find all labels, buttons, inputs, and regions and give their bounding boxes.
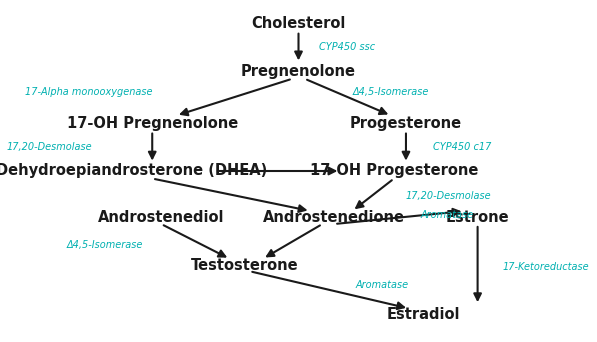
Text: Δ4,5-Isomerase: Δ4,5-Isomerase xyxy=(67,239,143,250)
Text: Estrone: Estrone xyxy=(446,210,509,225)
Text: 17,20-Desmolase: 17,20-Desmolase xyxy=(406,190,491,201)
Text: Δ4,5-Isomerase: Δ4,5-Isomerase xyxy=(352,87,429,97)
Text: Aromatase: Aromatase xyxy=(421,210,474,220)
Text: Androstenedione: Androstenedione xyxy=(263,210,405,225)
Text: Cholesterol: Cholesterol xyxy=(251,16,346,31)
Text: Dehydroepiandrosterone (DHEA): Dehydroepiandrosterone (DHEA) xyxy=(0,163,267,179)
Text: Pregnenolone: Pregnenolone xyxy=(241,64,356,79)
Text: CYP450 c17: CYP450 c17 xyxy=(433,142,491,152)
Text: Aromatase: Aromatase xyxy=(355,279,408,290)
Text: 17-Alpha monooxygenase: 17-Alpha monooxygenase xyxy=(24,87,152,97)
Text: 17-OH Pregnenolone: 17-OH Pregnenolone xyxy=(67,116,238,131)
Text: 17,20-Desmolase: 17,20-Desmolase xyxy=(7,142,93,152)
Text: Estradiol: Estradiol xyxy=(387,307,461,322)
Text: CYP450 ssc: CYP450 ssc xyxy=(319,42,376,52)
Text: Androstenediol: Androstenediol xyxy=(98,210,224,225)
Text: Testosterone: Testosterone xyxy=(191,258,298,273)
Text: 17-OH Progesterone: 17-OH Progesterone xyxy=(310,163,478,179)
Text: 17-Ketoreductase: 17-Ketoreductase xyxy=(503,262,589,272)
Text: Progesterone: Progesterone xyxy=(350,116,462,131)
